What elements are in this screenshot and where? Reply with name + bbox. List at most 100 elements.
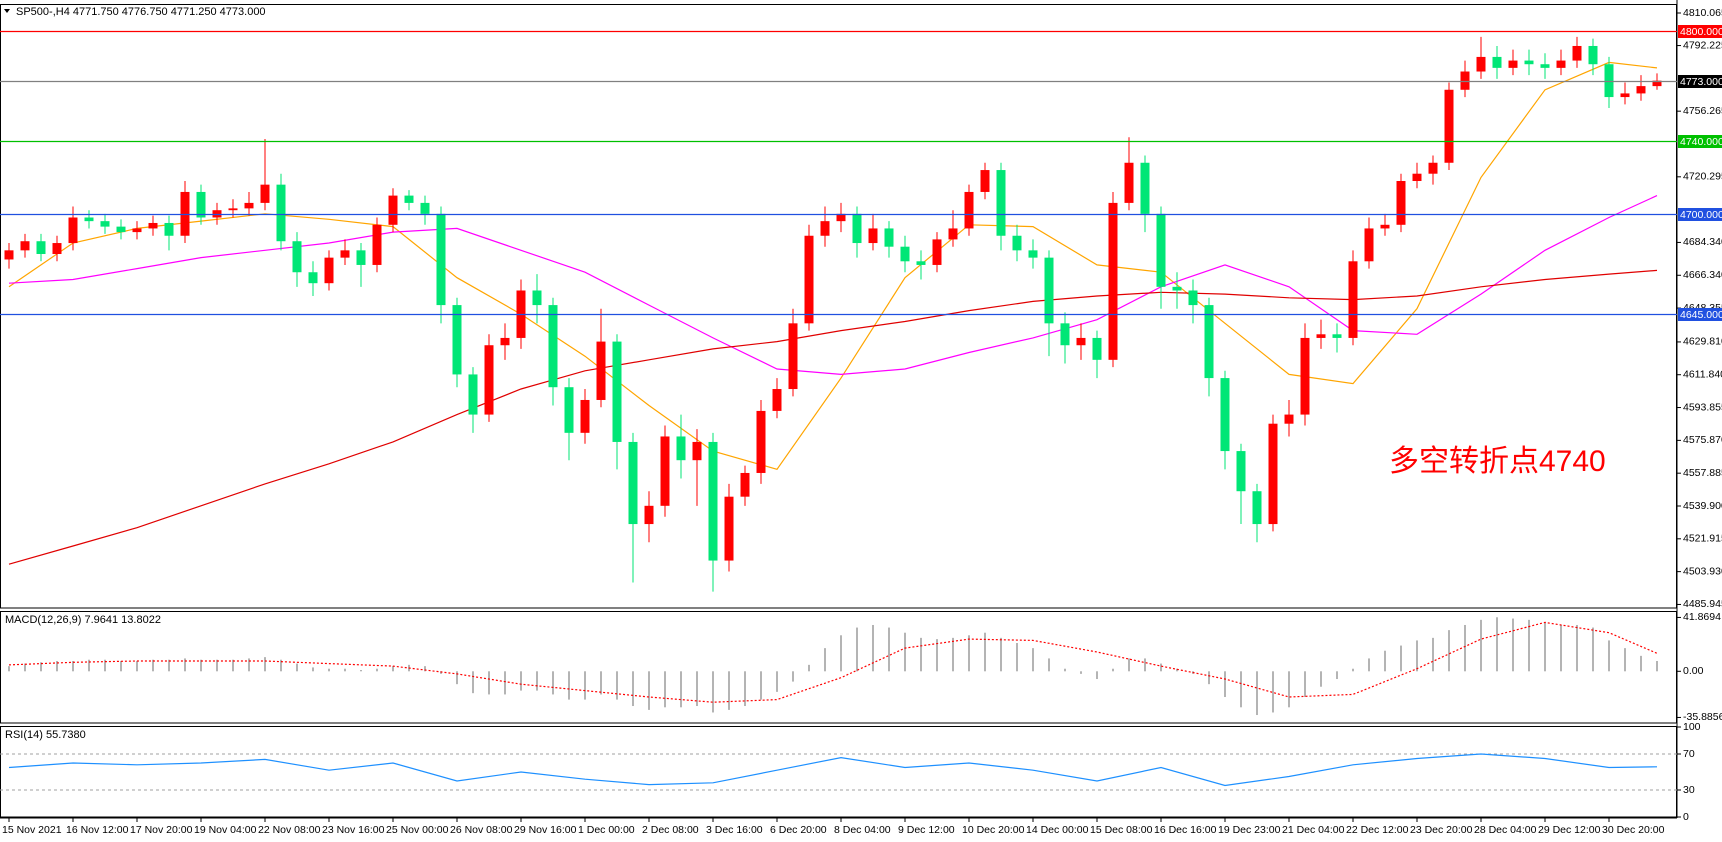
macd-bar xyxy=(792,671,794,682)
level-label: 4700.000 xyxy=(1680,209,1722,221)
macd-bar xyxy=(440,671,442,674)
macd-bar xyxy=(504,671,506,695)
y-tick-label: -35.8856 xyxy=(1683,711,1722,723)
x-tick-label: 19 Dec 23:00 xyxy=(1218,824,1281,836)
candle-body xyxy=(852,213,862,244)
macd-bar xyxy=(840,635,842,672)
macd-bar xyxy=(936,639,938,672)
macd-bar xyxy=(1000,637,1002,672)
macd-bar xyxy=(136,661,138,672)
macd-bar xyxy=(1288,671,1290,708)
macd-bar xyxy=(1032,648,1034,672)
x-tick-label: 19 Nov 04:00 xyxy=(194,824,257,836)
panel-title: MACD(12,26,9) 7.9641 13.8022 xyxy=(5,614,161,626)
candle-body xyxy=(1172,286,1182,291)
candle-body xyxy=(788,323,798,390)
candle-body xyxy=(1108,202,1118,360)
x-tick-label: 10 Dec 20:00 xyxy=(962,824,1025,836)
indicator-line xyxy=(8,269,1658,565)
macd-bar xyxy=(1304,671,1306,698)
macd-bar xyxy=(904,632,906,672)
candle-body xyxy=(964,191,974,229)
y-tick-label: 4503.930 xyxy=(1683,565,1722,577)
indicator-line xyxy=(8,753,1658,787)
candle-body xyxy=(1076,337,1086,346)
candle-body xyxy=(20,241,30,251)
candle-body xyxy=(756,410,766,473)
macd-bar xyxy=(568,671,570,700)
candle-body xyxy=(1540,64,1550,68)
macd-bar xyxy=(1080,671,1082,674)
y-tick-label: 0.00 xyxy=(1683,665,1704,677)
candle-body xyxy=(324,257,334,284)
y-tick-label: 4720.295 xyxy=(1683,171,1722,183)
candle-body xyxy=(660,436,670,506)
macd-bar xyxy=(600,671,602,695)
macd-bar xyxy=(1320,671,1322,687)
y-tick-label: 4575.870 xyxy=(1683,434,1722,446)
candle-body xyxy=(948,228,958,240)
candle-body xyxy=(1124,162,1134,203)
y-tick-label: 4684.340 xyxy=(1683,236,1722,248)
macd-bar xyxy=(968,635,970,672)
candle-body xyxy=(1044,257,1054,324)
candle-body xyxy=(1156,213,1166,287)
macd-bar xyxy=(1640,655,1642,672)
macd-bar xyxy=(296,663,298,672)
candle-body xyxy=(164,222,174,236)
candle-body xyxy=(596,341,606,400)
candle-body xyxy=(1364,228,1374,262)
candle-body xyxy=(1220,378,1230,452)
candle-body xyxy=(1572,45,1582,61)
candle-body xyxy=(212,210,222,218)
macd-bar xyxy=(1512,618,1514,672)
x-tick-label: 15 Dec 08:00 xyxy=(1090,824,1153,836)
macd-bar xyxy=(920,637,922,672)
macd-bar xyxy=(1480,619,1482,672)
candle-body xyxy=(980,170,990,192)
candle-body xyxy=(84,217,94,222)
macd-bar xyxy=(312,667,314,672)
candle-body xyxy=(1620,93,1630,98)
macd-bar xyxy=(1064,668,1066,672)
macd-bar xyxy=(776,671,778,692)
candle-body xyxy=(452,305,462,375)
macd-bar xyxy=(424,666,426,672)
y-tick-label: 4485.945 xyxy=(1683,598,1722,610)
candle-body xyxy=(708,441,718,561)
candle-body xyxy=(36,241,46,254)
x-tick-label: 1 Dec 00:00 xyxy=(578,824,635,836)
candle-body xyxy=(916,261,926,265)
y-tick-label: 4539.900 xyxy=(1683,500,1722,512)
macd-bar xyxy=(1560,624,1562,672)
macd-bar xyxy=(1112,668,1114,672)
x-tick-label: 23 Dec 20:00 xyxy=(1410,824,1473,836)
macd-bar xyxy=(680,671,682,708)
candle-body xyxy=(1444,89,1454,163)
candle-body xyxy=(100,221,110,227)
macd-bar xyxy=(1240,671,1242,708)
candle-body xyxy=(900,246,910,262)
x-tick-label: 29 Dec 12:00 xyxy=(1538,824,1601,836)
macd-bar xyxy=(328,668,330,672)
y-tick-label: 30 xyxy=(1683,784,1695,796)
y-tick-label: 4611.840 xyxy=(1683,369,1722,381)
macd-bar xyxy=(1224,671,1226,698)
macd-bar xyxy=(248,658,250,672)
menu-triangle xyxy=(4,9,10,13)
candle-body xyxy=(820,221,830,236)
macd-bar xyxy=(152,659,154,672)
x-tick-label: 6 Dec 20:00 xyxy=(770,824,827,836)
macd-bar xyxy=(872,624,874,672)
macd-bar xyxy=(56,661,58,672)
candle-body xyxy=(644,505,654,525)
candle-body xyxy=(932,239,942,265)
candle-body xyxy=(484,345,494,415)
candle-body xyxy=(68,217,78,244)
x-tick-label: 29 Nov 16:00 xyxy=(514,824,577,836)
candle-body xyxy=(996,170,1006,236)
macd-bar xyxy=(1176,668,1178,672)
macd-bar xyxy=(24,663,26,672)
candle-body xyxy=(1284,414,1294,424)
